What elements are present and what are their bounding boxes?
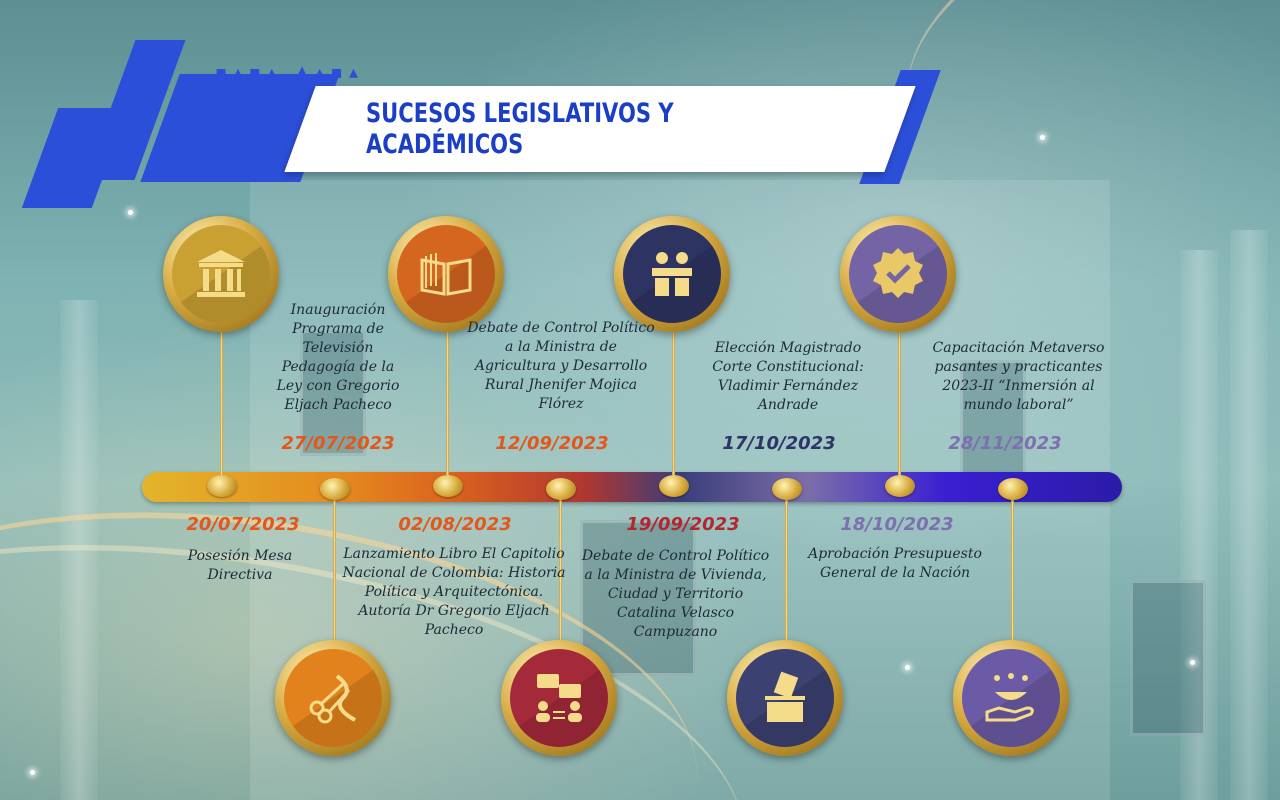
timeline-track [142, 472, 1122, 502]
timeline-node [546, 478, 576, 500]
sparkle [905, 665, 910, 670]
connector-stem [898, 330, 901, 480]
event-medal-27-07 [163, 216, 279, 332]
column [60, 300, 98, 800]
event-date: 28/11/2023 [948, 433, 1062, 454]
connector-stem [446, 330, 449, 480]
hand-coins-icon [985, 673, 1034, 722]
window [300, 330, 366, 456]
column [1180, 250, 1218, 800]
event-medal-20-07 [275, 640, 391, 756]
connector-stem [333, 490, 336, 640]
timeline-node [772, 478, 802, 500]
connector-stem [220, 330, 223, 480]
event-description: Elección Magistrado Corte Constitucional… [712, 340, 864, 413]
event-medal-28-11 [840, 216, 956, 332]
sparkle [30, 770, 35, 775]
event-date: 18/10/2023 [840, 514, 954, 535]
ribbon-scissors-icon [309, 674, 356, 724]
event-description: Aprobación Presupuesto General de la Nac… [808, 546, 982, 581]
event-description: Debate de Control Político a la Ministra… [467, 320, 655, 412]
event-date: 19/09/2023 [626, 514, 740, 535]
event-medal-18-10 [953, 640, 1069, 756]
timeline-node [659, 475, 689, 497]
connector-stem [785, 490, 788, 640]
event-description: Debate de Control Político a la Ministra… [581, 548, 770, 640]
timeline-node [433, 475, 463, 497]
timeline-node [320, 478, 350, 500]
event-date: 27/07/2023 [281, 433, 395, 454]
window [1130, 580, 1206, 736]
timeline-node [207, 475, 237, 497]
event-date: 17/10/2023 [722, 433, 836, 454]
timeline-node [885, 475, 915, 497]
event-date: 20/07/2023 [186, 514, 300, 535]
connector-stem [1011, 490, 1014, 640]
event-medal-19-09 [727, 640, 843, 756]
dialogue-exchange-icon [536, 674, 582, 722]
verified-badge-icon [873, 248, 923, 298]
connector-stem [672, 330, 675, 480]
event-date: 12/09/2023 [495, 433, 609, 454]
event-date: 02/08/2023 [398, 514, 512, 535]
event-medal-12-09 [388, 216, 504, 332]
connector-stem [559, 490, 562, 640]
event-description: Lanzamiento Libro El Capitolio Nacional … [342, 546, 566, 638]
column [1230, 230, 1268, 800]
ballot-box-icon [765, 671, 805, 722]
event-description: Posesión Mesa Directiva [187, 548, 293, 583]
government-building-icon [197, 250, 245, 297]
sparkle [1040, 135, 1045, 140]
event-medal-17-10 [614, 216, 730, 332]
banner-decoration: ▪ ▴ ▪ ▴ ▲ ▴ ▪ ▴ [215, 62, 358, 83]
page-title: SUCESOS LEGISLATIVOS Y ACADÉMICOS [366, 98, 674, 160]
window [580, 520, 696, 676]
event-description: Capacitación Metaverso pasantes y practi… [932, 340, 1105, 413]
open-book-icon [420, 253, 472, 296]
event-medal-02-08 [501, 640, 617, 756]
sparkle [1190, 660, 1195, 665]
timeline-node [998, 478, 1028, 500]
event-description: Inauguración Programa de Televisión Peda… [276, 302, 400, 413]
sparkle [128, 210, 133, 215]
podium-speakers-icon [652, 252, 692, 296]
